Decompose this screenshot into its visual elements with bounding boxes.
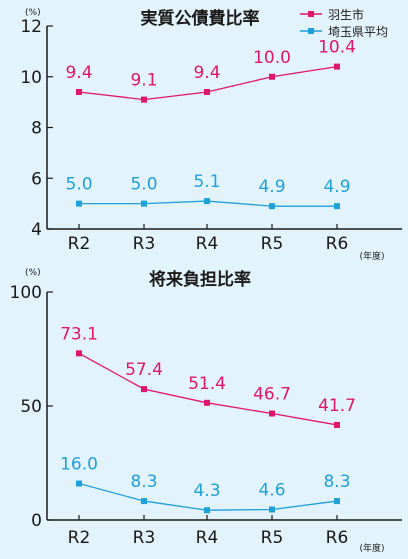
chart1-x-tick-label: R2: [68, 234, 91, 254]
chart1-x-tick-label: R3: [133, 234, 156, 254]
chart1-x-tick-label: R6: [326, 234, 349, 254]
chart1-title: 実質公債費比率: [141, 8, 260, 29]
chart2-series-1-data-label: 46.7: [253, 385, 291, 405]
chart1-series-2-point: [269, 203, 275, 210]
chart2-series-1-point: [76, 350, 82, 357]
chart1-series-2-data-label: 5.0: [130, 175, 157, 195]
chart2-y-tick-label: 50: [20, 397, 42, 417]
chart1-series-1-data-label: 9.1: [130, 71, 157, 91]
chart2-title: 将来負担比率: [149, 269, 251, 290]
chart2-series-1-point: [269, 410, 275, 417]
chart2-series-2-point: [204, 507, 210, 514]
chart1-x-tick-label: R4: [196, 234, 219, 254]
chart2-series-2-data-label: 16.0: [60, 455, 98, 475]
legend-saitama-label: 埼玉県平均: [328, 25, 388, 39]
legend-hanyu-label: 羽生市: [328, 7, 364, 22]
chart2-x-tick-label: R2: [68, 528, 91, 548]
chart1-series-1-point: [141, 96, 147, 103]
chart1-series-2-data-label: 4.9: [258, 177, 285, 197]
chart2-series-1-data-label: 51.4: [188, 374, 226, 394]
chart1-series-2-point: [141, 200, 147, 207]
chart1-series-2-point: [204, 198, 210, 205]
chart1-y-unit: (%): [25, 8, 41, 18]
chart1-x-tick-label: R5: [261, 234, 284, 254]
chart2-series-1-point: [334, 421, 340, 428]
chart1-series-1-point: [76, 88, 82, 95]
chart2-series-2-point: [76, 480, 82, 487]
chart2-x-tick-label: R3: [133, 528, 156, 548]
chart2-series-2-data-label: 4.3: [193, 481, 220, 501]
chart1-plot: 4 6 8 10 12 R2 R3 R4 R5 R6 9.4 9.1 9.4 10.0 10.4 5.0 5.0…: [20, 17, 402, 254]
legend: 羽生市 埼玉県平均: [300, 7, 388, 39]
chart1-series-2-data-label: 5.1: [193, 172, 220, 192]
chart1-x-unit: (年度): [359, 250, 384, 262]
chart1-series-2-data-label: 4.9: [323, 177, 350, 197]
chart2-series-1-data-label: 57.4: [125, 360, 163, 380]
chart1-series-1-point: [334, 63, 340, 70]
chart2-series-2-point: [141, 498, 147, 505]
chart1-y-tick-label: 6: [31, 169, 42, 189]
chart2-series-2-data-label: 4.6: [258, 481, 285, 501]
chart1-series-1-data-label: 9.4: [65, 63, 92, 83]
chart1-y-tick-label: 8: [31, 119, 42, 139]
chart2-series-2-point: [334, 498, 340, 505]
chart1-series-1-data-label: 9.4: [193, 63, 220, 83]
chart1-series-1-point: [204, 88, 210, 95]
chart2-series-1-point: [141, 386, 147, 393]
chart1-series-1-point: [269, 73, 275, 80]
chart2-series-2-point: [269, 506, 275, 513]
chart2-x-tick-label: R5: [261, 528, 284, 548]
chart2-x-tick-label: R4: [196, 528, 219, 548]
chart2-y-unit: (%): [25, 268, 41, 278]
chart1-series-1-data-label: 10.0: [253, 48, 291, 68]
chart2-x-tick-label: R6: [326, 528, 349, 548]
chart2-y-tick-label: 100: [10, 283, 42, 303]
chart1-series-1-data-label: 10.4: [318, 38, 356, 58]
chart2-series-2-data-label: 8.3: [130, 472, 157, 492]
legend-hanyu-marker: [308, 11, 314, 17]
chart2-x-unit: (年度): [359, 542, 384, 554]
chart2-series-1-data-label: 73.1: [60, 324, 98, 344]
chart2-series-2-data-label: 8.3: [323, 472, 350, 492]
chart2-series-1-point: [204, 399, 210, 406]
chart1-y-tick-label: 12: [20, 17, 42, 37]
chart2-y-tick-label: 0: [31, 511, 42, 531]
chart1-y-tick-label: 4: [31, 220, 42, 240]
chart1-series-2-point: [334, 203, 340, 210]
chart1-series-2-point: [76, 200, 82, 207]
chart2-series-1-data-label: 41.7: [318, 396, 356, 416]
chart1-series-2-data-label: 5.0: [65, 175, 92, 195]
chart2-plot: 0 50 100 R2 R3 R4 R5 R6 73.1 57.4 51.4 46.7 41.7 16.0…: [10, 283, 402, 548]
chart1-y-tick-label: 10: [20, 68, 42, 88]
legend-saitama-marker: [308, 28, 314, 34]
